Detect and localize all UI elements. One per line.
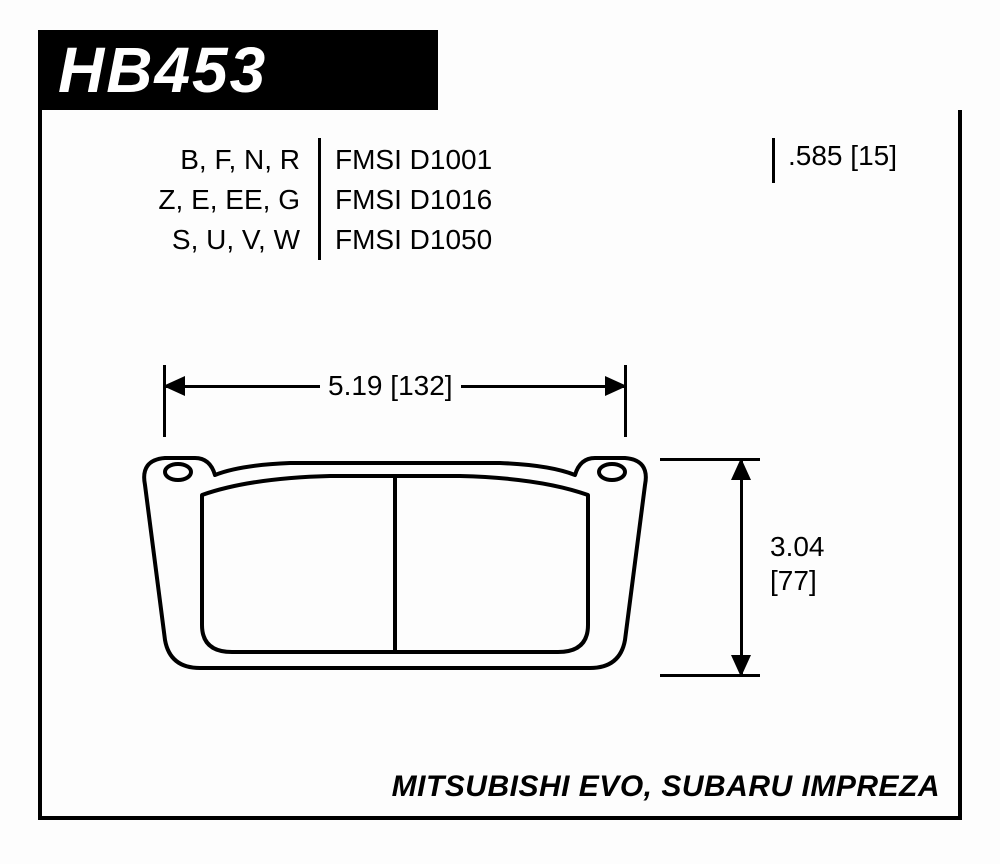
product-code: HB453 [58, 33, 267, 107]
bracket-open: [ [850, 140, 858, 171]
vertical-divider [318, 138, 321, 260]
width-label: 5.19 [132] [320, 370, 461, 402]
header-bar: HB453 [38, 30, 438, 110]
thickness-value: .585 [15] [788, 140, 897, 172]
bracket-close: ] [445, 370, 453, 401]
height-dim-line [740, 460, 743, 675]
fmsi-row: FMSI D1016 [335, 180, 492, 220]
width-in: 5.19 [328, 370, 383, 401]
fmsi-col: FMSI D1001 FMSI D1016 FMSI D1050 [335, 140, 492, 260]
applications-text: MITSUBISHI EVO, SUBARU IMPREZA [392, 770, 940, 804]
bracket-close: ] [889, 140, 897, 171]
compound-row: Z, E, EE, G [100, 180, 300, 220]
spec-top-row: B, F, N, R Z, E, EE, G S, U, V, W FMSI D… [60, 140, 940, 270]
thickness-mm: 15 [858, 140, 889, 171]
height-label: 3.04 [77] [770, 530, 825, 598]
brake-pad-outline [130, 430, 660, 690]
thickness-in: .585 [788, 140, 843, 171]
compound-row: S, U, V, W [100, 220, 300, 260]
fmsi-row: FMSI D1050 [335, 220, 492, 260]
height-mm: 77 [778, 565, 809, 596]
height-in: 3.04 [770, 530, 825, 564]
compound-row: B, F, N, R [100, 140, 300, 180]
height-mm-wrap: [77] [770, 564, 825, 598]
thickness-tick [772, 138, 775, 183]
width-mm: 132 [398, 370, 445, 401]
fmsi-row: FMSI D1001 [335, 140, 492, 180]
compound-codes-col: B, F, N, R Z, E, EE, G S, U, V, W [100, 140, 300, 260]
bracket-open: [ [390, 370, 398, 401]
pad-drawing: 5.19 [132] 3.04 [77] [90, 360, 910, 740]
